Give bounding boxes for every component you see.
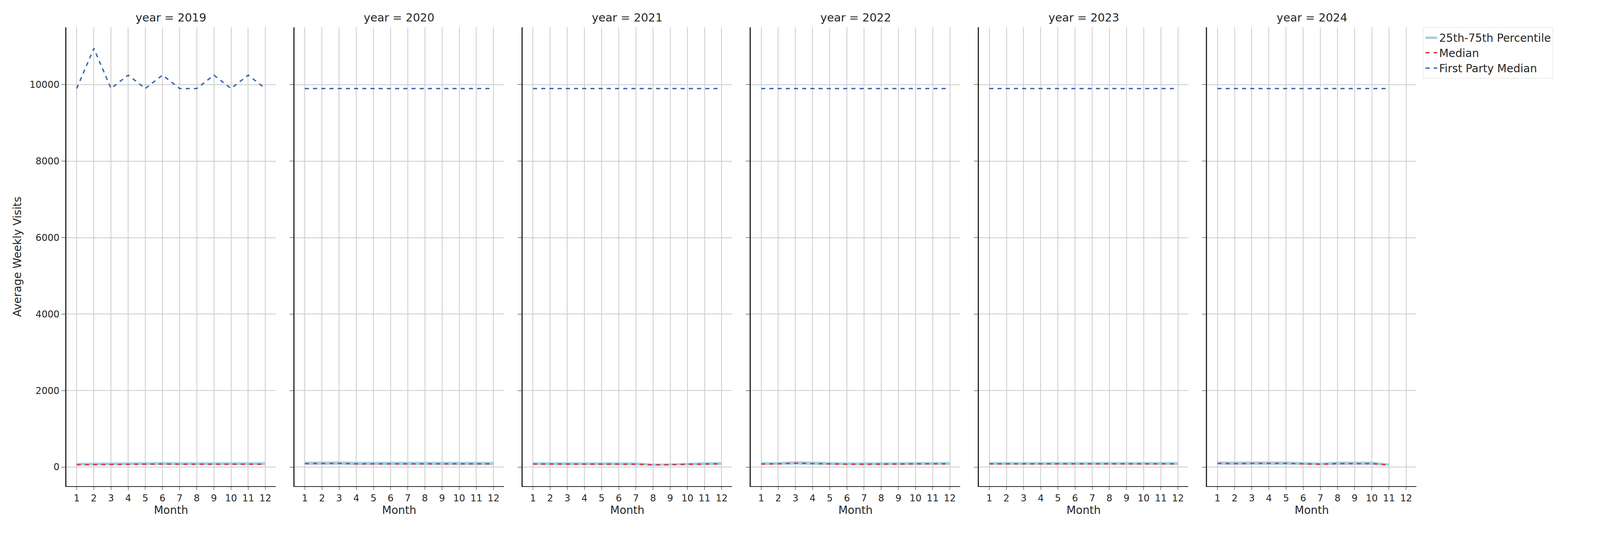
svg-text:4: 4 [125,492,131,504]
svg-text:12: 12 [1400,492,1413,504]
svg-text:10000: 10000 [29,79,60,91]
svg-text:10: 10 [225,492,238,504]
svg-text:First Party Median: First Party Median [1439,62,1537,75]
svg-text:25th-75th Percentile: 25th-75th Percentile [1439,31,1551,45]
svg-text:7: 7 [860,492,867,504]
svg-text:7: 7 [176,492,183,504]
svg-text:7: 7 [404,492,411,504]
svg-text:11: 11 [242,492,255,504]
svg-text:2: 2 [775,492,782,504]
svg-text:6: 6 [159,492,166,504]
svg-text:1: 1 [1214,492,1221,504]
svg-text:4000: 4000 [35,308,60,320]
svg-text:5: 5 [142,492,149,504]
svg-text:12: 12 [259,492,272,504]
svg-text:2: 2 [547,492,554,504]
svg-text:year = 2021: year = 2021 [591,10,663,25]
svg-text:9: 9 [1351,492,1358,504]
svg-text:5: 5 [826,492,833,504]
svg-text:11: 11 [470,492,483,504]
svg-text:5: 5 [1283,492,1290,504]
svg-text:8: 8 [650,492,656,504]
svg-text:12: 12 [487,492,500,504]
svg-text:9: 9 [210,492,217,504]
svg-text:Month: Month [1066,503,1101,517]
svg-text:year = 2019: year = 2019 [135,10,207,25]
svg-text:2: 2 [91,492,97,504]
svg-text:12: 12 [1171,492,1184,504]
svg-text:Month: Month [382,503,417,517]
svg-text:0: 0 [53,461,60,473]
svg-text:1: 1 [530,492,536,504]
svg-text:3: 3 [108,492,115,504]
svg-text:10: 10 [1137,492,1150,504]
svg-text:1: 1 [301,492,308,504]
svg-text:5: 5 [598,492,605,504]
svg-text:3: 3 [564,492,571,504]
svg-text:year = 2022: year = 2022 [820,10,892,25]
svg-text:11: 11 [698,492,711,504]
svg-text:12: 12 [943,492,956,504]
svg-text:9: 9 [895,492,902,504]
svg-text:11: 11 [1154,492,1167,504]
svg-text:3: 3 [792,492,799,504]
svg-text:8: 8 [878,492,884,504]
svg-text:1: 1 [986,492,993,504]
svg-text:6: 6 [1072,492,1079,504]
svg-text:year = 2020: year = 2020 [363,10,435,25]
svg-text:4: 4 [353,492,359,504]
svg-text:6: 6 [843,492,850,504]
svg-text:9: 9 [439,492,445,504]
svg-text:8: 8 [1106,492,1113,504]
svg-text:9: 9 [1123,492,1130,504]
svg-text:10: 10 [681,492,694,504]
svg-text:11: 11 [1382,492,1395,504]
svg-text:6000: 6000 [35,232,60,244]
svg-text:7: 7 [1089,492,1095,504]
svg-text:5: 5 [1055,492,1061,504]
svg-text:3: 3 [336,492,343,504]
svg-text:3: 3 [1020,492,1027,504]
svg-text:6: 6 [1300,492,1307,504]
svg-text:10: 10 [1366,492,1379,504]
svg-text:4: 4 [581,492,588,504]
svg-text:8: 8 [1334,492,1341,504]
svg-text:10: 10 [909,492,922,504]
svg-text:2: 2 [1003,492,1010,504]
svg-text:2: 2 [1231,492,1238,504]
svg-text:9: 9 [667,492,674,504]
svg-text:8000: 8000 [35,155,60,167]
svg-text:7: 7 [1317,492,1324,504]
svg-text:4: 4 [809,492,816,504]
svg-text:1: 1 [758,492,765,504]
svg-text:5: 5 [370,492,377,504]
svg-text:6: 6 [615,492,622,504]
svg-text:2000: 2000 [35,385,60,397]
svg-text:2: 2 [319,492,325,504]
svg-text:Month: Month [610,503,645,517]
svg-text:Median: Median [1439,46,1479,60]
svg-text:Month: Month [153,503,189,517]
svg-text:year = 2024: year = 2024 [1276,10,1348,25]
svg-text:4: 4 [1266,492,1272,504]
svg-text:4: 4 [1037,492,1044,504]
svg-text:Month: Month [1294,503,1329,517]
svg-text:6: 6 [387,492,394,504]
svg-text:11: 11 [926,492,939,504]
svg-text:Average Weekly Visits: Average Weekly Visits [10,196,24,317]
svg-text:1: 1 [73,492,80,504]
svg-text:12: 12 [715,492,728,504]
svg-text:8: 8 [421,492,428,504]
svg-text:Month: Month [838,503,873,517]
svg-text:3: 3 [1248,492,1255,504]
svg-text:year = 2023: year = 2023 [1048,10,1120,25]
svg-text:7: 7 [632,492,639,504]
svg-text:10: 10 [453,492,466,504]
svg-text:8: 8 [193,492,200,504]
